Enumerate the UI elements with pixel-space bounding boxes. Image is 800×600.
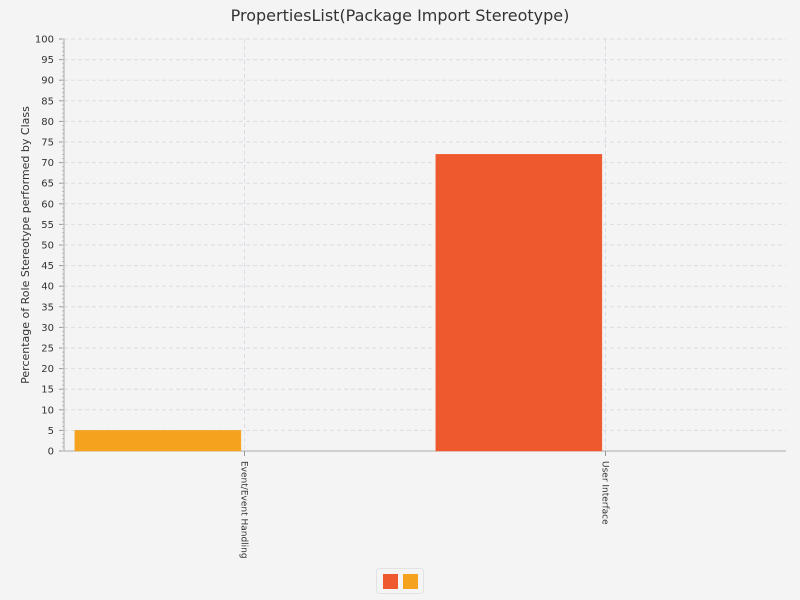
labels: 0 5 10 15 20 25 30 35 40 45 50 55 60 65 70 75 80 85 90 95 10… xyxy=(19,35,610,559)
y-tick-label: 15 xyxy=(41,385,54,396)
y-tick-label: 5 xyxy=(48,426,54,437)
y-tick-label: 70 xyxy=(41,158,54,169)
legend xyxy=(376,568,424,594)
y-tick-label: 30 xyxy=(41,323,54,334)
y-tick-label: 50 xyxy=(41,241,54,252)
y-tick-label: 0 xyxy=(48,447,54,458)
y-tick-label: 95 xyxy=(41,55,54,66)
x-tick-label: User Interface xyxy=(600,461,610,525)
y-tick-label: 60 xyxy=(41,199,54,210)
y-tick-label: 20 xyxy=(41,364,54,375)
y-tick-label: 85 xyxy=(41,96,54,107)
legend-swatch-0 xyxy=(382,573,398,589)
y-tick-label: 55 xyxy=(41,220,54,231)
y-tick-label: 100 xyxy=(35,35,54,46)
bars xyxy=(74,154,603,452)
y-tick-label: 75 xyxy=(41,138,54,149)
bar-1 xyxy=(435,154,603,452)
chart-title: PropertiesList(Package Import Stereotype… xyxy=(230,6,570,25)
y-tick-label: 35 xyxy=(41,302,54,313)
axes xyxy=(59,38,786,456)
y-axis-title: Percentage of Role Stereotype performed … xyxy=(19,106,32,384)
y-tick-label: 10 xyxy=(41,405,54,416)
y-tick-label: 65 xyxy=(41,179,54,190)
legend-swatch-1 xyxy=(402,573,418,589)
grid xyxy=(64,38,786,451)
y-tick-label: 80 xyxy=(41,117,54,128)
bar-0 xyxy=(74,430,242,452)
y-tick-label: 90 xyxy=(41,76,54,87)
x-tick-label: Event/Event Handling xyxy=(239,461,249,559)
y-tick-label: 40 xyxy=(41,282,54,293)
y-tick-label: 45 xyxy=(41,261,54,272)
y-tick-label: 25 xyxy=(41,344,54,355)
